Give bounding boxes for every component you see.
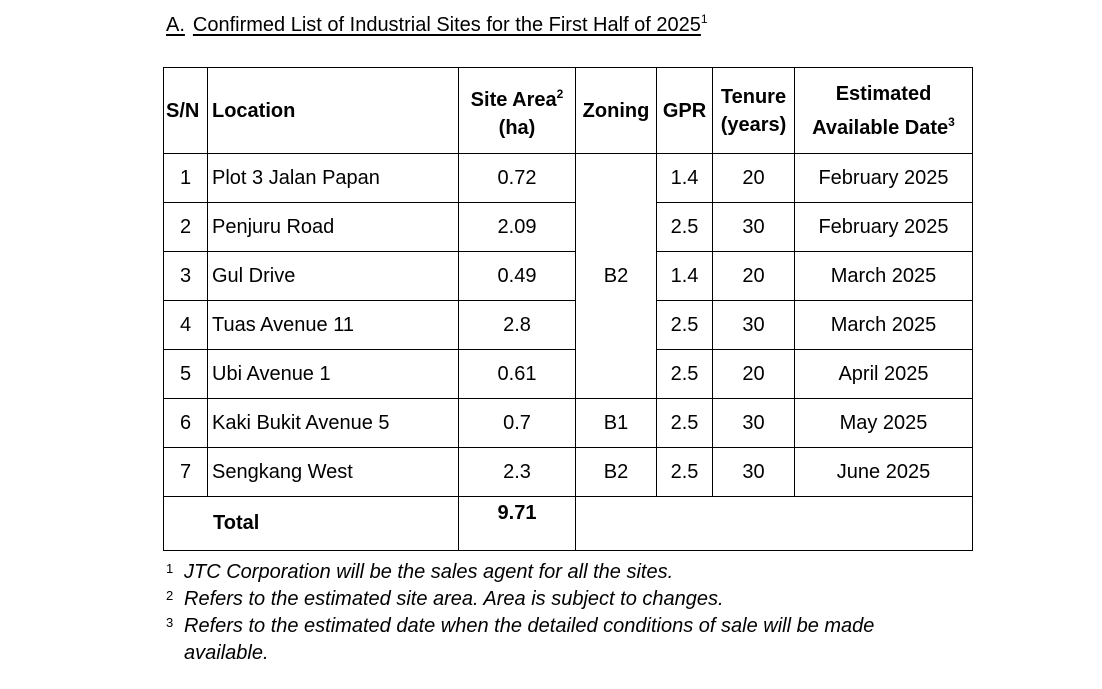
- cell-date: February 2025: [794, 153, 973, 203]
- cell-gpr: 2.5: [656, 447, 713, 497]
- footnote-mark: 1: [166, 561, 174, 576]
- cell-sn: 3: [163, 251, 208, 301]
- cell-gpr: 2.5: [656, 202, 713, 252]
- footnote-mark: 3: [166, 615, 174, 630]
- cell-date: April 2025: [794, 349, 973, 399]
- total-area: 9.71: [458, 496, 576, 551]
- header-date-ref: 3: [948, 114, 955, 129]
- header-date-line2: Available Date: [812, 116, 949, 139]
- cell-location: Kaki Bukit Avenue 5: [207, 398, 459, 448]
- header-site-area: Site Area2 (ha): [458, 67, 576, 154]
- cell-tenure: 30: [712, 398, 795, 448]
- header-tenure: Tenure (years): [712, 67, 795, 154]
- table-row: 6 Kaki Bukit Avenue 5 0.7 B1 2.5 30 May …: [163, 398, 973, 448]
- cell-area: 0.61: [458, 349, 576, 399]
- cell-date: June 2025: [794, 447, 973, 497]
- cell-date: March 2025: [794, 251, 973, 301]
- cell-zoning: B2: [575, 447, 657, 497]
- cell-area: 0.7: [458, 398, 576, 448]
- footnote-text: JTC Corporation will be the sales agent …: [184, 561, 674, 583]
- cell-location: Ubi Avenue 1: [207, 349, 459, 399]
- cell-location: Sengkang West: [207, 447, 459, 497]
- table-row: 7 Sengkang West 2.3 B2 2.5 30 June 2025: [163, 447, 973, 497]
- cell-tenure: 30: [712, 300, 795, 350]
- footnote-text: Refers to the estimated date when the de…: [184, 615, 875, 664]
- cell-gpr: 2.5: [656, 300, 713, 350]
- header-location: Location: [207, 67, 459, 154]
- cell-area: 2.3: [458, 447, 576, 497]
- cell-zoning: B1: [575, 398, 657, 448]
- table-row: 5 Ubi Avenue 1 0.61 2.5 20 April 2025: [163, 349, 973, 399]
- cell-date: February 2025: [794, 202, 973, 252]
- cell-location: Penjuru Road: [207, 202, 459, 252]
- footnote: 2 Refers to the estimated site area. Are…: [166, 586, 944, 613]
- section-number: A.: [166, 14, 185, 36]
- cell-date: March 2025: [794, 300, 973, 350]
- industrial-sites-table: S/N Location Site Area2 (ha) Zoning GPR …: [163, 67, 973, 551]
- cell-gpr: 1.4: [656, 251, 713, 301]
- cell-sn: 4: [163, 300, 208, 350]
- cell-sn: 6: [163, 398, 208, 448]
- footnote-mark: 2: [166, 588, 174, 603]
- cell-gpr: 1.4: [656, 153, 713, 203]
- cell-area: 0.72: [458, 153, 576, 203]
- header-site-area-line2: (ha): [498, 116, 536, 139]
- header-gpr: GPR: [656, 67, 713, 154]
- title-footnote-ref: 1: [700, 12, 708, 26]
- header-date-line1: Estimated: [835, 82, 932, 105]
- header-sn: S/N: [163, 67, 208, 154]
- total-label: Total: [163, 496, 459, 551]
- title-text: Confirmed List of Industrial Sites for t…: [192, 14, 701, 36]
- cell-tenure: 30: [712, 202, 795, 252]
- table-row: 4 Tuas Avenue 11 2.8 2.5 30 March 2025: [163, 300, 973, 350]
- footnotes: 1 JTC Corporation will be the sales agen…: [166, 559, 944, 667]
- cell-sn: 5: [163, 349, 208, 399]
- cell-gpr: 2.5: [656, 398, 713, 448]
- cell-tenure: 30: [712, 447, 795, 497]
- footnote: 3 Refers to the estimated date when the …: [166, 613, 944, 667]
- total-empty-cell: [575, 496, 973, 551]
- cell-date: May 2025: [794, 398, 973, 448]
- header-site-area-ref: 2: [556, 86, 564, 101]
- cell-location: Gul Drive: [207, 251, 459, 301]
- cell-location: Tuas Avenue 11: [207, 300, 459, 350]
- cell-location: Plot 3 Jalan Papan: [207, 153, 459, 203]
- cell-sn: 2: [163, 202, 208, 252]
- cell-area: 0.49: [458, 251, 576, 301]
- header-tenure-line2: (years): [720, 113, 787, 136]
- cell-area: 2.8: [458, 300, 576, 350]
- cell-sn: 7: [163, 447, 208, 497]
- cell-gpr: 2.5: [656, 349, 713, 399]
- header-zoning: Zoning: [575, 67, 657, 154]
- cell-area: 2.09: [458, 202, 576, 252]
- table-row: 3 Gul Drive 0.49 1.4 20 March 2025: [163, 251, 973, 301]
- header-tenure-line1: Tenure: [720, 85, 787, 108]
- footnote: 1 JTC Corporation will be the sales agen…: [166, 559, 944, 586]
- table-row: 1 Plot 3 Jalan Papan 0.72 B2 1.4 20 Febr…: [163, 153, 973, 399]
- total-row: Total 9.71: [163, 496, 973, 551]
- cell-zoning-merged: B2: [575, 153, 657, 399]
- header-row: S/N Location Site Area2 (ha) Zoning GPR …: [163, 67, 973, 154]
- cell-sn: 1: [163, 153, 208, 203]
- header-site-area-line1: Site Area: [470, 88, 557, 111]
- cell-tenure: 20: [712, 251, 795, 301]
- footnote-text: Refers to the estimated site area. Area …: [184, 588, 724, 610]
- document-title: A. Confirmed List of Industrial Sites for…: [166, 12, 708, 37]
- table-row: 2 Penjuru Road 2.09 2.5 30 February 2025: [163, 202, 973, 252]
- header-date: Estimated Available Date3: [794, 67, 973, 154]
- cell-tenure: 20: [712, 153, 795, 203]
- cell-tenure: 20: [712, 349, 795, 399]
